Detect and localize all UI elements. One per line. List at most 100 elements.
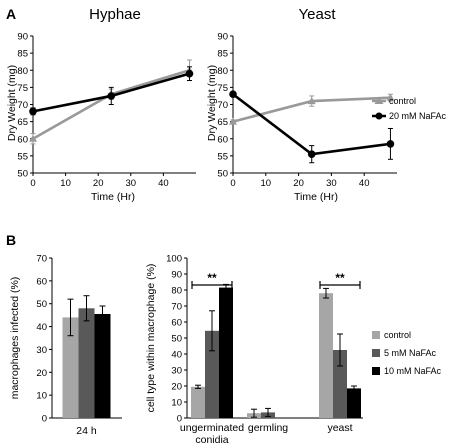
- celltype-bar-bar_10mm: [347, 388, 361, 418]
- yeast-nafac-point: [307, 150, 316, 158]
- panel-label-b: B: [6, 232, 16, 248]
- hyphae-y-tick-label: 75: [17, 83, 28, 94]
- celltype-category-label: yeast: [327, 422, 352, 434]
- yeast-x-tick-label: 0: [230, 178, 235, 189]
- celltype-bar-bar_10mm: [219, 287, 233, 418]
- celltype-significance-label: **: [335, 271, 345, 285]
- celltype-y-tick-label: 30: [171, 366, 182, 377]
- celltype-y-label: cell type within macrophage (%): [145, 264, 157, 413]
- hyphae-control-point: [29, 134, 37, 142]
- legend-control-swatch: [372, 331, 380, 339]
- hyphae-y-tick-label: 60: [17, 134, 28, 145]
- yeast-control-point: [307, 97, 316, 105]
- infection-chart: macrophages infected (%) 0 10 20 30 40 50 60 70…: [9, 254, 122, 437]
- yeast-plot-area: 50 55 60 65 70 75 80 85 90 0 10 20 30 40: [217, 32, 397, 189]
- celltype-bar-bar_5mm: [333, 350, 347, 418]
- yeast-y-tick-label: 60: [217, 134, 228, 145]
- infection-y-tick-label: 40: [36, 322, 47, 333]
- celltype-y-tick-label: 60: [171, 318, 182, 329]
- celltype-y-tick-label: 70: [171, 302, 182, 313]
- hyphae-y-tick-label: 80: [17, 66, 28, 77]
- hyphae-nafac-point: [29, 107, 37, 116]
- hyphae-y-tick-label: 90: [17, 32, 28, 43]
- legend-control-marker: [374, 97, 384, 104]
- infection-bar-bar_control: [62, 317, 79, 418]
- celltype-significance-label: **: [207, 271, 217, 285]
- hyphae-y-label: Dry Weight (mg): [6, 65, 18, 141]
- celltype-category-label: germling: [248, 422, 288, 434]
- hyphae-chart: Hyphae Dry Weight (mg) Time (Hr) 50 55 60 6…: [6, 6, 196, 203]
- celltype-y-tick-label: 80: [171, 286, 182, 297]
- yeast-x-label: Time (Hr): [294, 191, 338, 203]
- celltype-category-label: ungerminated: [180, 422, 244, 434]
- hyphae-nafac-point: [107, 92, 116, 100]
- yeast-nafac-point: [386, 140, 395, 148]
- legend-nafac-marker: [375, 112, 383, 120]
- hyphae-title: Hyphae: [89, 6, 141, 23]
- celltype-legend: control 5 mM NaFAc 10 mM NaFAc: [372, 330, 442, 376]
- hyphae-x-label: Time (Hr): [91, 191, 135, 203]
- celltype-y-tick-label: 20: [171, 382, 182, 393]
- legend-bar-10mm-label: 10 mM NaFAc: [384, 366, 442, 376]
- celltype-y-tick-label: 40: [171, 350, 182, 361]
- hyphae-x-tick-label: 40: [158, 178, 169, 189]
- infection-y-label: macrophages infected (%): [9, 277, 21, 400]
- yeast-x-tick-label: 20: [293, 178, 304, 189]
- hyphae-nafac-point: [185, 69, 194, 78]
- hyphae-y-tick-label: 70: [17, 100, 28, 111]
- yeast-x-tick-label: 10: [261, 178, 272, 189]
- infection-bar-bar_5mm: [78, 308, 95, 418]
- celltype-chart: cell type within macrophage (%) 0 10 20 30 4…: [145, 254, 442, 447]
- infection-y-tick-label: 70: [36, 254, 47, 265]
- panel-label-a: A: [6, 6, 16, 22]
- yeast-control-point: [386, 93, 395, 101]
- hyphae-y-tick-label: 65: [17, 117, 28, 128]
- infection-y-tick-label: 0: [42, 414, 47, 425]
- yeast-nafac-point: [229, 90, 237, 99]
- celltype-bar-bar_5mm: [205, 330, 219, 418]
- yeast-y-tick-label: 55: [217, 151, 228, 162]
- yeast-title: Yeast: [299, 6, 337, 23]
- celltype-y-tick-label: 90: [171, 270, 182, 281]
- hyphae-x-tick-label: 10: [60, 178, 71, 189]
- hyphae-y-tick-label: 85: [17, 49, 28, 60]
- celltype-category-label: conidia: [195, 434, 228, 446]
- legend-bar-control-label: control: [384, 330, 411, 340]
- celltype-bar-bar_control: [191, 386, 205, 418]
- hyphae-y-tick-label: 55: [17, 151, 28, 162]
- celltype-y-tick-label: 50: [171, 334, 182, 345]
- infection-category-label: 24 h: [76, 425, 97, 437]
- yeast-y-tick-label: 75: [217, 83, 228, 94]
- hyphae-x-tick-label: 20: [93, 178, 104, 189]
- infection-plot-area: 0 10 20 30 40 50 60 70 24 h: [36, 254, 122, 437]
- infection-bar-bar_10mm: [94, 314, 111, 418]
- infection-y-tick-label: 60: [36, 276, 47, 287]
- hyphae-plot-area: 50 55 60 65 70 75 80 85 90 0 10 20 30 40: [17, 32, 196, 189]
- yeast-x-tick-label: 40: [359, 178, 370, 189]
- celltype-y-tick-label: 10: [171, 398, 182, 409]
- legend-10mm-swatch: [372, 367, 380, 375]
- yeast-chart: Yeast Dry Weight (mg) Time (Hr) 50 55 60 65…: [206, 6, 447, 203]
- yeast-y-tick-label: 65: [217, 117, 228, 128]
- legend-control-label: control: [389, 96, 416, 106]
- yeast-y-label: Dry Weight (mg): [206, 65, 218, 141]
- yeast-y-tick-label: 50: [217, 169, 228, 180]
- infection-y-tick-label: 30: [36, 345, 47, 356]
- legend-nafac-label: 20 mM NaFAc: [389, 111, 447, 121]
- celltype-bar-bar_control: [319, 293, 333, 418]
- legend-bar-5mm-label: 5 mM NaFAc: [384, 348, 437, 358]
- yeast-y-tick-label: 85: [217, 49, 228, 60]
- infection-y-tick-label: 10: [36, 391, 47, 402]
- infection-y-tick-label: 20: [36, 368, 47, 379]
- yeast-legend: control 20 mM NaFAc: [372, 96, 447, 121]
- celltype-y-tick-label: 0: [177, 414, 182, 425]
- infection-y-tick-label: 50: [36, 299, 47, 310]
- yeast-control-point: [229, 117, 237, 125]
- hyphae-y-tick-label: 50: [17, 169, 28, 180]
- yeast-y-tick-label: 90: [217, 32, 228, 43]
- hyphae-x-tick-label: 30: [126, 178, 137, 189]
- yeast-y-tick-label: 70: [217, 100, 228, 111]
- yeast-x-tick-label: 30: [326, 178, 337, 189]
- celltype-y-tick-label: 100: [166, 254, 182, 265]
